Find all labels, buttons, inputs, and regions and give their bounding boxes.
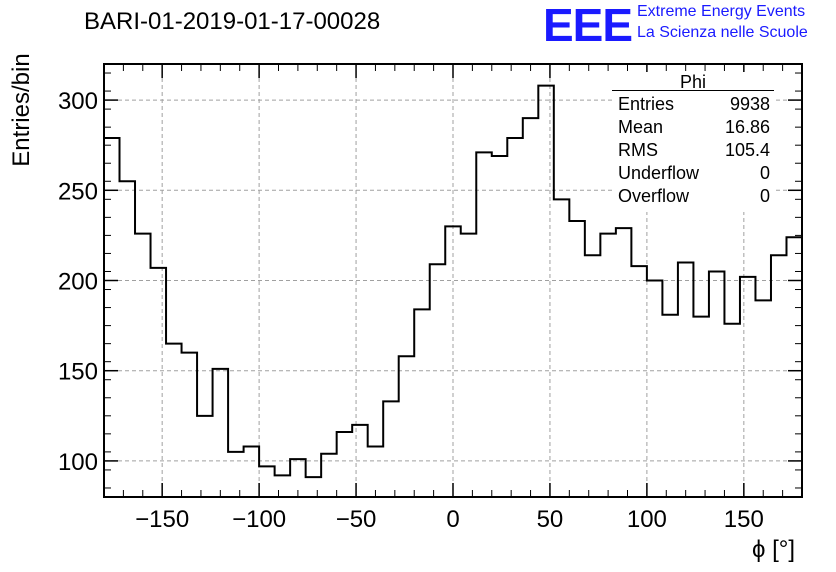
chart-title: BARI-01-2019-01-17-00028 <box>84 8 381 35</box>
axis-ticks <box>103 64 803 497</box>
x-tick-label: 0 <box>446 506 459 533</box>
stats-key: RMS <box>618 140 658 160</box>
x-tick-label: 100 <box>627 506 667 533</box>
x-tick-label: 150 <box>724 506 764 533</box>
histogram-line <box>104 84 802 479</box>
x-tick-label: −50 <box>336 506 377 533</box>
stats-key: Underflow <box>618 163 700 183</box>
y-axis-label: Entries/bin <box>8 53 35 167</box>
stats-key: Mean <box>618 117 664 137</box>
y-tick-label: 300 <box>58 88 98 115</box>
stats-value: 0 <box>759 186 770 206</box>
y-tick-label: 100 <box>58 449 98 476</box>
x-axis-label: ϕ [°] <box>752 536 796 563</box>
stats-divider <box>612 90 774 91</box>
y-tick-label: 150 <box>58 359 98 386</box>
logo-line-2: La Scienza nelle Scuole <box>637 24 808 41</box>
stats-name: Phi <box>679 72 706 92</box>
stats-row-underflow: Underflow 0 <box>618 163 770 185</box>
x-tick-label: −150 <box>135 506 189 533</box>
stats-value: 0 <box>759 163 770 183</box>
y-tick-label: 200 <box>58 269 98 296</box>
stats-value: 105.4 <box>724 140 770 160</box>
y-tick-label: 250 <box>58 178 98 205</box>
x-tick-labels: −150 −100 −50 0 50 100 150 <box>135 506 764 533</box>
stats-key: Overflow <box>618 186 690 206</box>
eee-logo: EEE <box>543 0 633 51</box>
stats-key: Entries <box>618 94 675 114</box>
stats-value: 9938 <box>729 94 770 114</box>
stats-row-rms: RMS 105.4 <box>618 140 770 162</box>
stats-row-entries: Entries 9938 <box>618 94 770 116</box>
stats-row-mean: Mean 16.86 <box>618 117 770 139</box>
stats-row-overflow: Overflow 0 <box>618 186 770 208</box>
logo-line-1: Extreme Energy Events <box>637 3 806 20</box>
y-tick-labels: 100 150 200 250 300 <box>58 88 98 476</box>
x-tick-label: −100 <box>232 506 286 533</box>
stats-value: 16.86 <box>724 117 770 137</box>
x-tick-label: 50 <box>537 506 564 533</box>
stats-box: Phi Entries 9938 Mean 16.86 RMS 105.4 Un… <box>612 72 774 212</box>
